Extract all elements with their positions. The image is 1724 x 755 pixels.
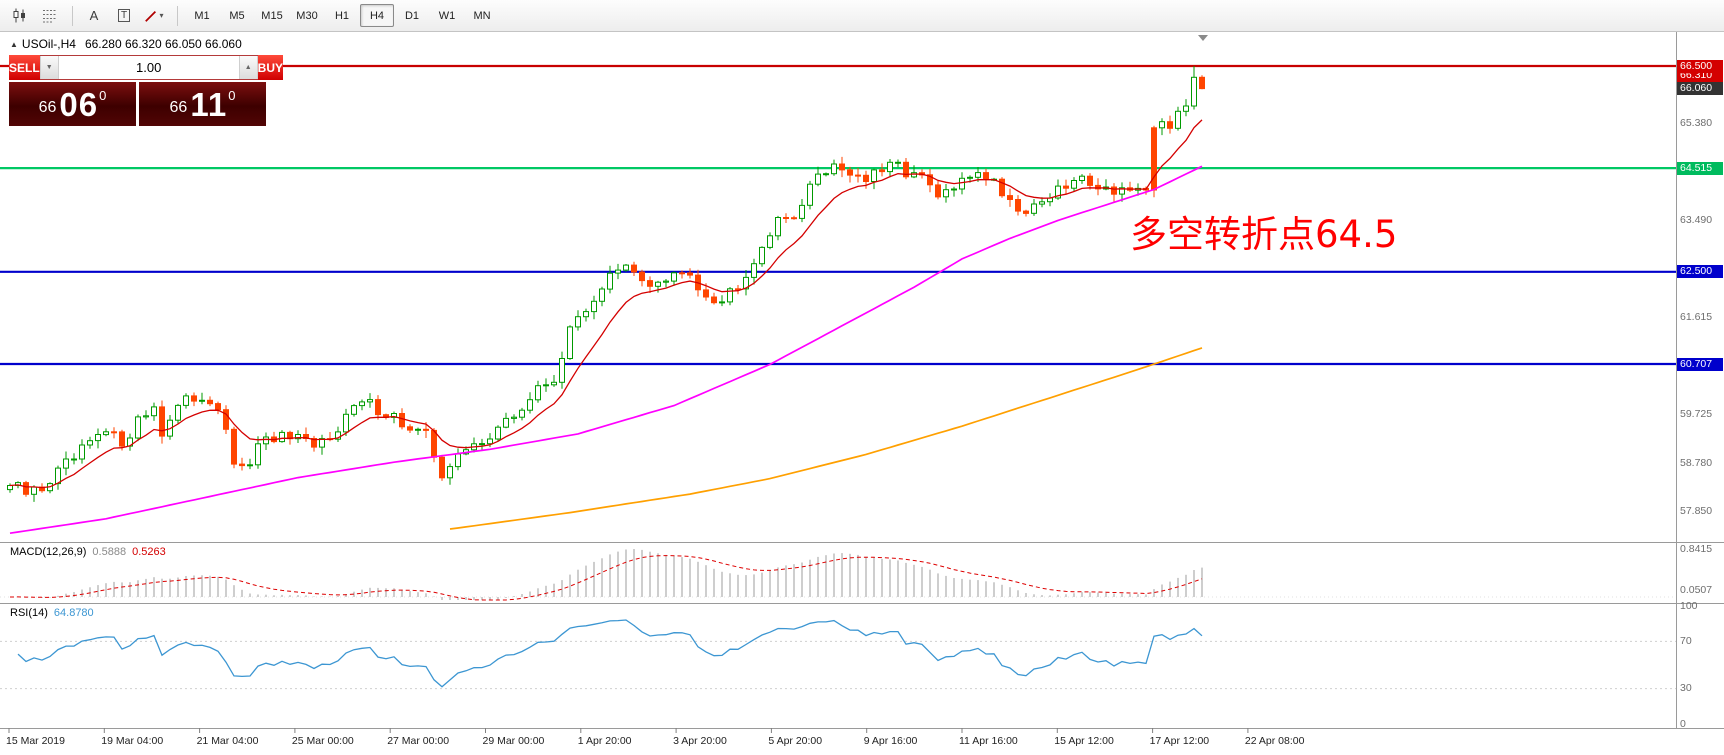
collapse-arrow-icon[interactable]: ▲ [10, 40, 18, 49]
time-axis-label: 29 Mar 00:00 [482, 735, 545, 747]
time-axis-label: 25 Mar 00:00 [291, 735, 354, 747]
time-axis-label: 1 Apr 20:00 [577, 735, 632, 747]
rsi-axis-label: 100 [1680, 599, 1698, 612]
sell-button[interactable]: SELL [9, 55, 40, 80]
indicator-list-icon[interactable] [35, 3, 63, 29]
chart-text-annotation: 多空转折点64.5 [1130, 213, 1398, 256]
timeframe-button-h4[interactable]: H4 [360, 4, 394, 27]
timeframe-button-d1[interactable]: D1 [404, 9, 420, 22]
timeframe-button-m15[interactable]: M15 [261, 9, 283, 22]
volume-input[interactable] [58, 56, 239, 79]
ask-price-display: 66 11 0 [139, 82, 266, 126]
time-axis-label: 3 Apr 20:00 [673, 735, 727, 747]
rsi-name: RSI(14) [10, 607, 48, 619]
volume-decrease-button[interactable]: ▼ [39, 56, 59, 79]
ohlc-values: 66.280 66.320 66.050 66.060 [84, 37, 242, 51]
price-axis-label: 58.780 [1680, 456, 1713, 469]
price-line-label: 62.500 [1677, 265, 1723, 279]
price-line-label: 66.500 [1677, 59, 1723, 73]
macd-axis-label: 0.0507 [1680, 584, 1713, 596]
time-axis-label: 9 Apr 16:00 [863, 735, 918, 747]
ask-big-digits: 11 [190, 85, 228, 123]
symbol-label: USOil-,H4 [21, 37, 76, 51]
candlestick-chart-icon[interactable] [5, 3, 33, 29]
time-axis-label: 19 Mar 04:00 [101, 735, 164, 747]
rsi-axis-label: 0 [1680, 717, 1686, 730]
one-click-trading-widget: SELL ▼ ▲ BUY 66 06 0 66 11 0 [9, 55, 284, 126]
toolbar-separator [72, 5, 73, 26]
bid-big-digits: 06 [59, 85, 99, 123]
rsi-panel-label: RSI(14) 64.8780 [10, 607, 94, 619]
time-axis-label: 21 Mar 04:00 [196, 735, 259, 747]
macd-axis-label: 0.8415 [1680, 543, 1713, 555]
timeframe-button-m1[interactable]: M1 [194, 9, 210, 22]
bid-price-display: 66 06 0 [9, 82, 136, 126]
macd-panel-label: MACD(12,26,9) 0.5888 0.5263 [10, 546, 166, 558]
time-axis-label: 15 Mar 2019 [6, 735, 65, 747]
timeframe-button-w1[interactable]: W1 [438, 9, 456, 22]
price-axis-label: 57.850 [1680, 504, 1713, 517]
time-axis[interactable]: 15 Mar 2019 19 Mar 04:00 21 Mar 04:00 25 Ma… [0, 729, 1676, 755]
text-box-icon[interactable]: T [110, 3, 138, 29]
bid-pip-digit: 0 [99, 88, 107, 103]
text-box-glyph: T [117, 9, 131, 22]
volume-control: ▼ ▲ [39, 55, 258, 80]
timeframe-button-m5[interactable]: M5 [229, 9, 245, 22]
draw-tools-icon[interactable]: ▾ [140, 3, 168, 29]
price-line-label: 60.707 [1677, 357, 1723, 371]
price-line-label: 66.060 [1677, 82, 1723, 96]
rsi-value: 64.8780 [53, 607, 94, 619]
timeframe-button-h1[interactable]: H1 [334, 9, 350, 22]
price-axis[interactable]: 66.310 66.500 66.060 65.380 64.515 63.490 62.5… [1677, 0, 1724, 755]
time-axis-label: 27 Mar 00:00 [387, 735, 450, 747]
volume-increase-button[interactable]: ▲ [238, 56, 258, 79]
ask-pip-digit: 0 [228, 88, 236, 103]
price-line-label: 64.515 [1677, 161, 1723, 175]
macd-name: MACD(12,26,9) [10, 546, 87, 558]
rsi-axis-label: 70 [1680, 634, 1692, 647]
timeframe-button-m30[interactable]: M30 [296, 9, 318, 22]
rsi-axis-label: 30 [1680, 682, 1692, 695]
chevron-down-icon: ▾ [159, 11, 164, 20]
price-axis-label: 63.490 [1680, 214, 1713, 227]
macd-main-value: 0.5888 [92, 546, 127, 558]
toolbar: A T ▾ M1 M5 M15 M30 H1 H4 D1 W1 MN [0, 0, 1724, 32]
time-axis-label: 15 Apr 12:00 [1054, 735, 1114, 747]
toolbar-separator [177, 5, 178, 26]
chart-shift-marker [1198, 35, 1208, 41]
timeframe-button-mn[interactable]: MN [473, 9, 491, 22]
price-axis-label: 59.725 [1680, 408, 1713, 421]
price-axis-label: 65.380 [1680, 117, 1713, 130]
text-label-icon[interactable]: A [89, 8, 99, 23]
buy-button[interactable]: BUY [257, 55, 284, 80]
time-axis-label: 17 Apr 12:00 [1149, 735, 1210, 747]
time-axis-label: 5 Apr 20:00 [768, 735, 823, 747]
macd-signal-value: 0.5263 [132, 546, 166, 558]
chart-header: ▲ USOil-,H4 66.280 66.320 66.050 66.060 [10, 37, 242, 51]
time-axis-label: 22 Apr 08:00 [1244, 735, 1305, 747]
timeframe-button-group: M1 M5 M15 M30 H1 H4 D1 W1 MN [185, 4, 500, 27]
bid-prefix: 66 [38, 99, 57, 116]
time-axis-label: 11 Apr 16:00 [959, 735, 1018, 747]
price-axis-label: 61.615 [1680, 310, 1713, 323]
trade-buttons-row: SELL ▼ ▲ BUY [9, 55, 284, 80]
ask-prefix: 66 [169, 99, 188, 116]
bid-ask-row: 66 06 0 66 11 0 [9, 82, 266, 126]
